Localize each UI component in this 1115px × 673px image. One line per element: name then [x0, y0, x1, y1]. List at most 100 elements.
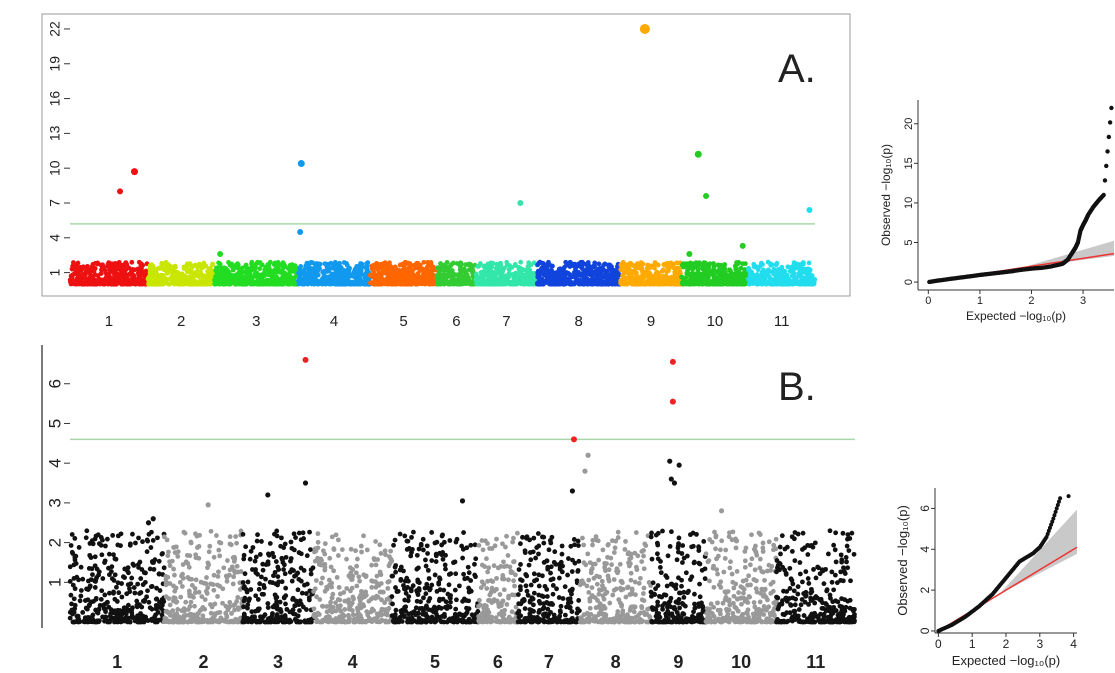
data-point — [257, 278, 262, 283]
data-point — [611, 267, 617, 273]
data-point — [189, 576, 195, 582]
data-point — [351, 274, 357, 280]
data-point — [96, 619, 102, 625]
data-point — [476, 277, 482, 283]
data-point — [394, 275, 400, 281]
significant-point — [217, 251, 224, 258]
data-point — [93, 595, 99, 601]
data-point — [317, 281, 323, 287]
data-point — [224, 578, 230, 584]
data-point — [130, 531, 135, 537]
data-point — [124, 568, 130, 574]
data-point — [686, 280, 691, 286]
data-point — [172, 572, 177, 578]
x-tick-label: 3 — [273, 652, 283, 672]
data-point — [563, 259, 569, 265]
data-point — [255, 608, 261, 614]
data-point — [194, 533, 200, 539]
plot-frame-a — [41, 13, 851, 297]
panel-label-a: A. — [778, 47, 816, 91]
data-point — [334, 281, 340, 287]
data-point — [225, 619, 231, 625]
data-point — [133, 540, 138, 546]
data-point — [384, 276, 390, 281]
data-point — [99, 588, 105, 594]
significant-point — [297, 228, 304, 235]
data-point — [140, 613, 146, 619]
data-point — [201, 616, 206, 622]
data-point — [330, 278, 336, 284]
data-point — [706, 264, 712, 270]
data-point — [759, 281, 765, 287]
data-point — [177, 280, 183, 286]
data-point — [169, 558, 175, 564]
data-point — [622, 262, 628, 268]
data-point — [140, 582, 146, 588]
data-point — [153, 617, 158, 623]
data-point — [418, 281, 424, 287]
data-point — [288, 556, 294, 561]
data-point — [234, 563, 240, 569]
data-point — [139, 604, 145, 610]
data-point — [676, 269, 682, 274]
data-point — [387, 280, 393, 286]
data-point — [143, 570, 148, 576]
data-point — [124, 591, 130, 597]
data-point — [659, 268, 665, 274]
data-point — [265, 605, 271, 610]
data-point — [92, 280, 97, 286]
data-point — [535, 262, 541, 268]
data-point — [224, 613, 230, 619]
data-point — [378, 551, 384, 556]
data-point — [282, 571, 288, 577]
data-point — [90, 274, 96, 280]
data-point — [107, 613, 113, 619]
data-point — [124, 274, 130, 280]
data-point — [444, 279, 449, 285]
data-point — [129, 575, 135, 581]
data-point — [231, 603, 236, 608]
data-point — [496, 262, 502, 268]
data-point — [421, 259, 427, 265]
qq-y-tick-label: 10 — [903, 197, 915, 209]
data-point — [202, 606, 208, 612]
data-point — [267, 259, 273, 265]
data-point — [434, 273, 440, 278]
data-point — [441, 272, 447, 278]
data-point — [281, 545, 287, 551]
data-point — [558, 271, 563, 277]
data-point — [127, 619, 133, 625]
data-point — [255, 597, 261, 602]
data-point — [84, 265, 90, 271]
x-tick-label: 6 — [452, 313, 460, 330]
data-point — [71, 575, 77, 581]
qq-point — [1106, 134, 1112, 140]
x-tick-label: 2 — [177, 313, 185, 330]
data-point — [765, 259, 771, 265]
data-point — [169, 269, 175, 275]
data-point — [809, 273, 815, 278]
data-point — [188, 267, 194, 273]
data-point — [635, 265, 641, 271]
data-point — [114, 584, 119, 590]
significant-point — [739, 242, 746, 249]
data-point — [308, 259, 314, 265]
data-point — [138, 576, 144, 581]
data-point — [250, 279, 256, 285]
data-point — [119, 594, 125, 600]
data-point — [191, 594, 196, 600]
data-point — [112, 619, 117, 625]
data-point — [211, 554, 217, 560]
data-point — [592, 264, 597, 270]
x-tick-label: 9 — [647, 313, 655, 330]
qq-y-axis-label: Observed −log₁₀(p) — [879, 144, 893, 246]
data-point — [100, 614, 105, 620]
data-point — [490, 260, 496, 266]
data-point — [264, 265, 269, 270]
data-point — [297, 608, 302, 613]
data-point — [789, 264, 795, 270]
data-point — [227, 534, 233, 540]
y-tick-label: 2 — [45, 538, 64, 547]
data-point — [75, 613, 81, 619]
data-point — [219, 265, 225, 271]
